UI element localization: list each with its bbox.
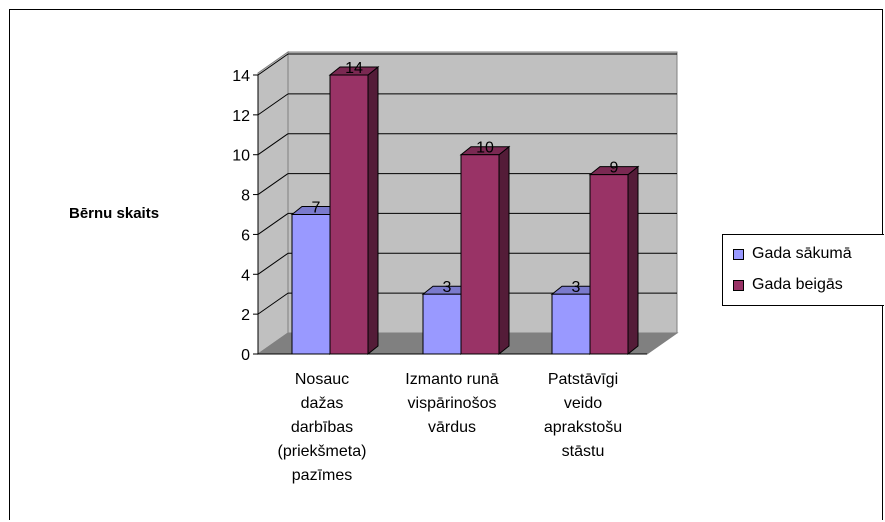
bar-1-2	[588, 165, 640, 356]
bar-front-0-0	[291, 214, 331, 355]
bars	[290, 65, 640, 356]
gridline-diag-2	[257, 252, 289, 275]
category-label-2-line-0: Patstāvīgi	[547, 371, 619, 388]
y-tick-label-4: 8	[241, 188, 250, 205]
legend-item-0: Gada sākumā	[733, 245, 852, 263]
legend-item-1: Gada beigās	[733, 276, 843, 294]
gridline-diag-4	[257, 173, 289, 195]
category-label-1-line-0: Izmanto runā	[405, 371, 499, 388]
y-tick-label-5: 10	[232, 148, 250, 165]
category-label-1: Izmanto runā vispārinošos vārdus	[387, 368, 517, 440]
y-tick-label-2: 4	[241, 267, 250, 284]
category-label-1-line-2: vārdus	[427, 419, 477, 436]
gridline-diag-7	[257, 53, 289, 76]
category-label-0-line-1: dažas	[300, 395, 344, 412]
category-label-0-line-2: darbības	[290, 419, 354, 436]
y-tick-label-1: 2	[241, 307, 250, 324]
gridline-diag-5	[257, 133, 289, 156]
gridline-diag-3	[257, 213, 289, 235]
bar-front-1-2	[589, 174, 629, 355]
data-label-1-1: 10	[476, 140, 494, 157]
legend: Gada sākumā Gada beigās	[722, 234, 884, 306]
bar-side-1-0	[367, 65, 379, 356]
category-label-0: Nosauc dažas darbības (priekšmeta) pazīmes	[257, 368, 387, 488]
category-label-2: Patstāvīgi veido aprakstošu stāstu	[518, 368, 648, 464]
y-tick-label-7: 14	[232, 68, 250, 85]
bar-front-0-2	[551, 293, 591, 355]
legend-swatch-1	[733, 279, 744, 291]
bar-1-0	[328, 65, 380, 356]
data-label-0-0: 7	[312, 200, 321, 217]
data-label-0-2: 3	[572, 279, 581, 296]
legend-label-0: Gada sākumā	[752, 245, 852, 262]
bar-front-1-1	[460, 154, 500, 355]
y-tick-label-6: 12	[232, 108, 250, 125]
category-label-2-line-3: stāstu	[561, 443, 605, 460]
bar-1-1	[459, 145, 511, 356]
category-label-0-line-3: (priekšmeta)	[277, 443, 367, 460]
data-label-1-0: 14	[345, 60, 363, 77]
bar-side-1-1	[498, 145, 510, 356]
legend-swatch-0	[733, 248, 744, 260]
y-axis-label: Bērnu skaits	[69, 205, 160, 222]
category-label-1-line-1: vispārinošos	[407, 395, 497, 412]
category-label-0-line-0: Nosauc	[294, 371, 350, 388]
data-label-0-1: 3	[443, 279, 452, 296]
bar-front-0-1	[422, 293, 462, 355]
y-tick-label-3: 6	[241, 227, 250, 244]
data-labels: 7 3 3 14 10 9	[312, 60, 619, 296]
data-label-1-2: 9	[610, 160, 619, 177]
category-label-2-line-1: veido	[563, 395, 603, 412]
category-label-2-line-2: aprakstošu	[543, 419, 623, 436]
bar-front-1-0	[329, 74, 369, 355]
y-tick-label-0: 0	[241, 347, 250, 364]
bar-side-1-2	[627, 165, 639, 356]
legend-label-1: Gada beigās	[752, 276, 843, 293]
category-label-0-line-4: pazīmes	[291, 467, 353, 484]
gridline-diag-6	[257, 93, 289, 116]
gridline-diag-1	[257, 292, 289, 315]
